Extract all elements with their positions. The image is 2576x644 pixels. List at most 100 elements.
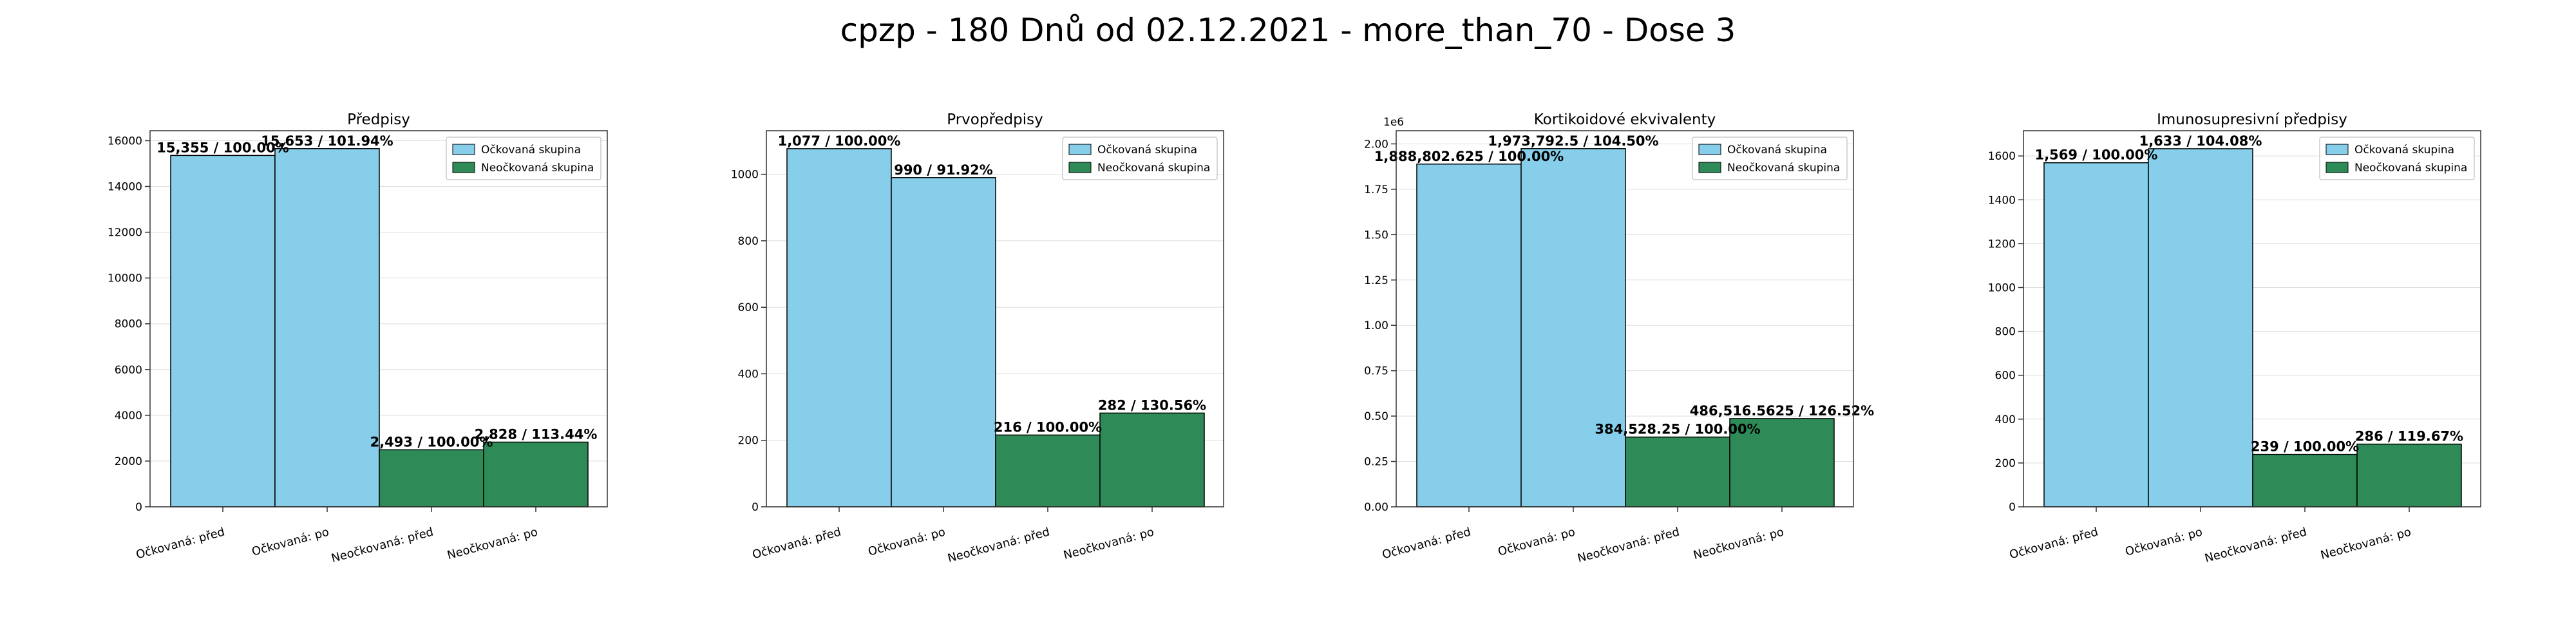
legend-swatch-unvaccinated <box>452 162 475 173</box>
bar <box>1416 164 1522 507</box>
y-tick-label: 400 <box>738 368 759 381</box>
y-tick-label: 2000 <box>115 455 142 468</box>
x-tick-label: Očkovaná: před <box>751 526 842 562</box>
bar <box>891 177 996 507</box>
legend-label-vaccinated: Očkovaná skupina <box>2354 144 2454 156</box>
legend-swatch-unvaccinated <box>1698 162 1721 173</box>
bar <box>786 148 892 507</box>
x-tick-label: Očkovaná: před <box>135 526 226 562</box>
legend-swatch-vaccinated <box>1068 144 1092 155</box>
data-label: 1,973,792.5 / 104.50% <box>1488 133 1658 149</box>
y-tick-label: 200 <box>738 435 759 448</box>
chart-title: Kortikoidové ekvivalenty <box>1534 111 1716 128</box>
legend-swatch-vaccinated <box>452 144 475 155</box>
data-label: 1,077 / 100.00% <box>778 133 901 149</box>
bar <box>1729 418 1835 507</box>
y-tick-label: 1.00 <box>1364 319 1388 332</box>
x-tick-label: Očkovaná: po <box>867 526 947 559</box>
legend-box <box>2319 137 2475 180</box>
data-label: 1,569 / 100.00% <box>2035 147 2158 163</box>
y-tick-label: 0.50 <box>1364 410 1388 423</box>
y-tick-label: 0 <box>135 501 142 514</box>
x-tick-label: Neočkovaná: před <box>2203 526 2308 565</box>
data-label: 15,355 / 100.00% <box>156 140 289 155</box>
legend-swatch-unvaccinated <box>2325 162 2349 173</box>
axes-frame <box>766 130 1224 507</box>
y-tick-label: 1.50 <box>1364 229 1388 242</box>
x-tick-label: Neočkovaná: po <box>446 526 539 563</box>
x-tick-label: Očkovaná: po <box>2124 526 2204 559</box>
data-label: 2,493 / 100.00% <box>370 434 493 450</box>
legend-label-vaccinated: Očkovaná skupina <box>1727 144 1827 156</box>
legend-label-unvaccinated: Neočkovaná skupina <box>1727 162 1840 175</box>
y-tick-label: 14000 <box>108 181 142 194</box>
data-label: 216 / 100.00% <box>994 419 1102 435</box>
data-label: 1,888,802.625 / 100.00% <box>1374 149 1564 164</box>
figure-title: cpzp - 180 Dnů od 02.12.2021 - more_than… <box>840 12 1736 49</box>
bar <box>379 449 484 507</box>
y-tick-label: 2.00 <box>1364 138 1388 151</box>
legend-label-vaccinated: Očkovaná skupina <box>481 144 581 156</box>
legend-swatch-vaccinated <box>2325 144 2349 155</box>
x-tick-label: Očkovaná: po <box>1497 526 1577 559</box>
legend-swatch-unvaccinated <box>1068 162 1092 173</box>
data-label: 282 / 130.56% <box>1098 397 1206 413</box>
data-label: 286 / 119.67% <box>2355 429 2463 444</box>
y-tick-label: 12000 <box>108 227 142 240</box>
legend-label-unvaccinated: Neočkovaná skupina <box>2354 162 2467 175</box>
bar <box>274 148 380 507</box>
bar <box>170 155 276 507</box>
y-tick-label: 600 <box>1995 370 2016 383</box>
y-tick-label: 16000 <box>108 135 142 147</box>
bar <box>2043 162 2149 507</box>
y-tick-label: 600 <box>738 301 759 314</box>
y-tick-label: 0.25 <box>1364 456 1388 469</box>
y-tick-label: 1600 <box>1988 150 2016 163</box>
y-tick-label: 400 <box>1995 413 2016 426</box>
x-tick-label: Očkovaná: před <box>1381 526 1472 562</box>
y-tick-label: 800 <box>1995 326 2016 339</box>
y-tick-label: 8000 <box>115 318 142 331</box>
x-tick-label: Neočkovaná: po <box>1692 526 1785 563</box>
axes-frame <box>2023 130 2481 507</box>
legend-box <box>1692 137 1848 180</box>
bar <box>995 434 1101 507</box>
x-tick-label: Neočkovaná: po <box>2319 526 2412 563</box>
chart-title: Předpisy <box>347 111 410 128</box>
legend-label-unvaccinated: Neočkovaná skupina <box>481 162 594 175</box>
y-tick-label: 0 <box>2009 501 2016 514</box>
data-label: 990 / 91.92% <box>894 162 993 178</box>
x-tick-label: Neočkovaná: před <box>1576 526 1681 565</box>
y-tick-label: 1400 <box>1988 194 2016 207</box>
data-label: 2,828 / 113.44% <box>475 427 598 442</box>
data-label: 239 / 100.00% <box>2251 439 2359 455</box>
chart-title: Imunosupresivní předpisy <box>2157 111 2347 128</box>
chart-panel-3: 1,888,802.625 / 100.00%1,973,792.5 / 104… <box>1364 111 1874 565</box>
chart-title: Prvopředpisy <box>947 111 1043 128</box>
y-tick-label: 10000 <box>108 272 142 285</box>
y-tick-label: 0.75 <box>1364 365 1388 378</box>
y-tick-label: 1200 <box>1988 238 2016 251</box>
chart-panel-4: 1,569 / 100.00%1,633 / 104.08% 239 / 100.… <box>1988 111 2481 565</box>
y-tick-label: 800 <box>738 235 759 248</box>
bar <box>2252 453 2358 507</box>
bar <box>2356 443 2462 507</box>
legend-box <box>1062 137 1218 180</box>
x-tick-label: Neočkovaná: před <box>330 526 435 565</box>
y-offset-label: 1e6 <box>1383 116 1404 129</box>
y-tick-label: 0.00 <box>1364 501 1388 514</box>
data-label: 486,516.5625 / 126.52% <box>1690 403 1874 419</box>
y-tick-label: 0 <box>752 501 759 514</box>
bar <box>2148 148 2253 507</box>
x-tick-label: Neočkovaná: po <box>1062 526 1155 563</box>
legend-swatch-vaccinated <box>1698 144 1721 155</box>
y-tick-label: 6000 <box>115 364 142 377</box>
y-tick-label: 1.75 <box>1364 184 1388 196</box>
legend-box <box>446 137 601 180</box>
legend-label-vaccinated: Očkovaná skupina <box>1097 144 1197 156</box>
y-tick-label: 1000 <box>731 169 759 182</box>
y-tick-label: 1000 <box>1988 281 2016 294</box>
x-tick-label: Neočkovaná: před <box>946 526 1051 565</box>
x-tick-label: Očkovaná: po <box>251 526 330 559</box>
